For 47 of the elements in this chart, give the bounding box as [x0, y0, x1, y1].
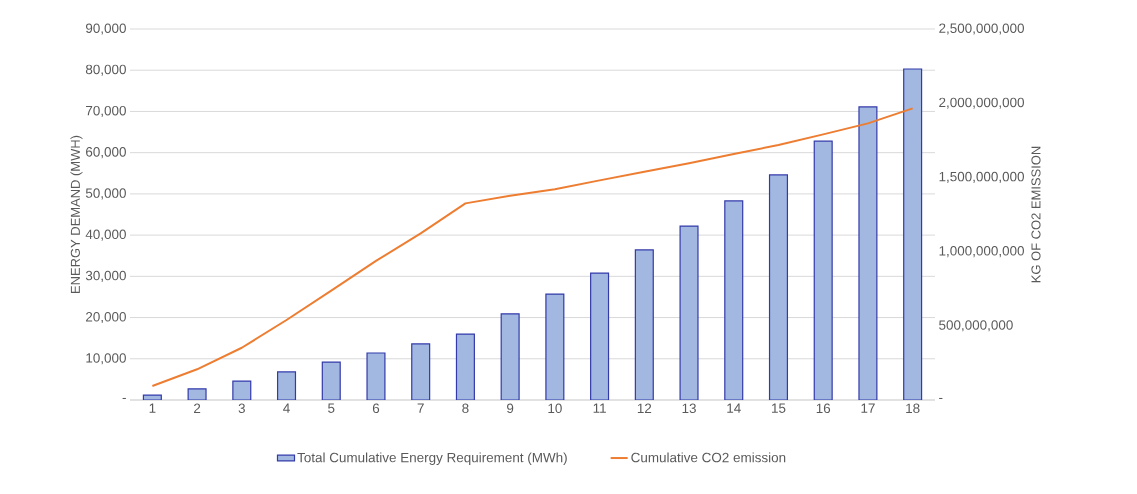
x-tick-label: 8	[462, 403, 469, 414]
bar	[590, 272, 610, 400]
x-tick-label: 9	[507, 403, 514, 414]
y2-tick-label: -	[939, 397, 943, 399]
y-tick-label: 70,000	[86, 105, 126, 117]
y-tick-label: 20,000	[86, 312, 126, 324]
bar	[724, 200, 744, 400]
x-tick-label: 13	[682, 403, 696, 414]
x-tick-label: 17	[861, 403, 875, 413]
bar	[903, 68, 923, 400]
y-axis-title: ENERGY DEMAND (MWH)	[70, 135, 83, 293]
x-tick-label: 18	[906, 403, 920, 414]
x-tick-label: 1	[149, 403, 156, 413]
legend-label: Total Cumulative Energy Requirement (MWh)	[297, 452, 567, 465]
y-tick-label: 60,000	[86, 147, 126, 159]
y-tick-label: 30,000	[85, 270, 126, 282]
y-tick-label: 90,000	[85, 23, 126, 35]
y2-tick-label: 2,000,000,000	[939, 97, 1024, 109]
x-tick-label: 15	[772, 403, 786, 413]
x-tick-label: 16	[816, 403, 831, 414]
bar	[768, 174, 789, 400]
y2-tick-label: 1,000,000,000	[939, 246, 1024, 258]
x-tick-label: 12	[637, 403, 652, 413]
x-tick-label: 7	[417, 403, 424, 413]
bar	[634, 249, 654, 400]
x-tick-label: 2	[194, 403, 201, 413]
y-tick-label: 10,000	[86, 353, 126, 365]
bar	[321, 361, 341, 400]
x-tick-label: 4	[283, 403, 290, 413]
legend-label: Cumulative CO2 emission	[631, 452, 786, 463]
y-tick-label: 50,000	[85, 188, 126, 200]
y2-tick-label: 500,000,000	[939, 320, 1013, 332]
x-tick-label: 11	[593, 403, 606, 413]
bar	[411, 343, 431, 400]
x-tick-label: 10	[548, 403, 562, 414]
x-tick-label: 5	[328, 403, 335, 413]
x-tick-label: 3	[238, 403, 245, 414]
y2-axis-title: KG OF CO2 EMISSION	[1031, 146, 1041, 283]
y-tick-label: 40,000	[85, 229, 126, 241]
y2-tick-label: 2,500,000,000	[939, 23, 1024, 35]
x-tick-label: 6	[372, 403, 380, 414]
x-tick-label: 14	[727, 403, 741, 413]
y-tick-label: -	[122, 397, 126, 399]
bar	[455, 333, 475, 400]
y-tick-label: 80,000	[85, 64, 126, 76]
line-series	[151, 107, 914, 388]
y2-tick-label: 1,500,000,000	[939, 171, 1024, 183]
